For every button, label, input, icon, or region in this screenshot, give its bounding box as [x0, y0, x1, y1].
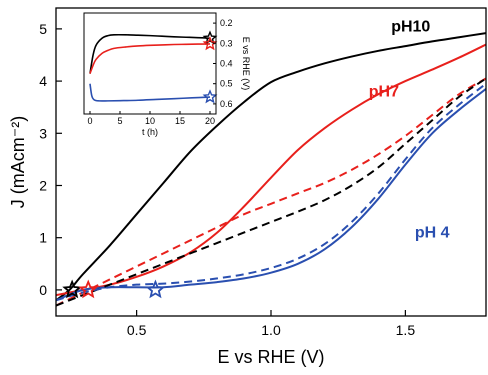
series-line-curve-6-dashed [56, 82, 486, 302]
x-tick-label: 1.0 [261, 322, 281, 338]
inset-x-tick-label: 15 [175, 116, 185, 126]
inset-x-axis-title: t (h) [142, 127, 158, 137]
inset-y-axis-title: E vs RHE (V) [241, 37, 251, 91]
inset-background [84, 13, 216, 114]
inset-series-line-3 [89, 83, 211, 102]
series-line-curve-4-dashed [56, 77, 486, 307]
y-tick-label: 0 [39, 282, 47, 298]
inset-star-marker-2 [202, 36, 218, 51]
y-tick-label: 1 [39, 230, 47, 246]
series-label-ph7: pH7 [369, 84, 399, 101]
inset-series-line-1 [89, 33, 211, 74]
star-marker-1 [62, 279, 82, 299]
main-plot: pH10 pH7 pH 4 0.5 1.0 1.5 0 1 2 3 4 5 E vs RHE (V) J … [8, 7, 487, 367]
inset-series-line-2 [89, 43, 211, 74]
series-label-ph10: pH10 [391, 18, 430, 35]
y-tick-label: 5 [39, 21, 47, 37]
star-marker-3 [145, 279, 166, 299]
series-label-ph4: pH 4 [415, 225, 450, 242]
inset-y-tick-label: 0.5 [220, 79, 233, 89]
inset-x-tick-label: 5 [117, 116, 122, 126]
inset-y-tick-label: 0.3 [220, 38, 233, 48]
inset-x-tick-label: 0 [87, 116, 92, 126]
x-tick-label: 1.5 [396, 322, 416, 338]
y-tick-label: 2 [39, 177, 47, 193]
inset-plot: 0 5 10 15 20 0.2 0.3 0.4 0.5 0.6 t (h) E vs RHE (V) [83, 12, 251, 137]
star-marker-2 [78, 279, 99, 299]
inset-y-tick-label: 0.2 [220, 18, 233, 28]
x-tick-label: 0.5 [127, 322, 147, 338]
inset-y-tick-label: 0.4 [220, 59, 233, 69]
series-line-ph7 [56, 43, 486, 297]
inset-x-tick-label: 10 [145, 116, 155, 126]
inset-star-marker-3 [202, 89, 218, 104]
series-line-ph4 [56, 88, 486, 302]
inset-y-tick-label: 0.6 [220, 99, 233, 109]
series-line-ph10 [56, 32, 486, 302]
y-tick-label: 3 [39, 125, 47, 141]
series-line-curve-5-dashed [56, 77, 486, 307]
y-axis-title: J (mAcm⁻²) [8, 116, 28, 208]
y-tick-label: 4 [39, 73, 47, 89]
x-axis-title: E vs RHE (V) [217, 347, 324, 367]
inset-x-tick-label: 20 [205, 116, 215, 126]
inset-star-marker-1 [202, 30, 218, 45]
